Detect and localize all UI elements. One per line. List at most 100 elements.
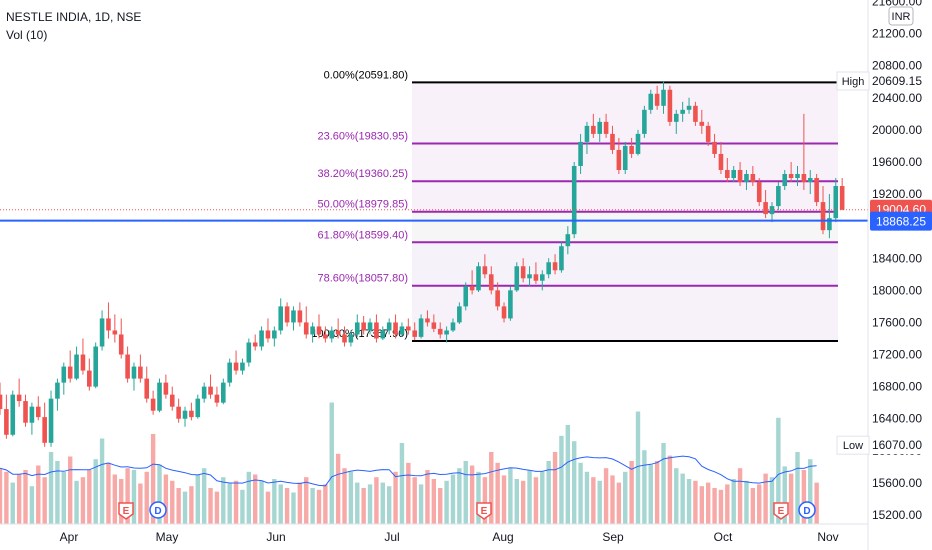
volume-bar bbox=[99, 438, 105, 524]
candle bbox=[163, 374, 169, 399]
candle-body bbox=[616, 149, 622, 170]
candle-body bbox=[55, 382, 60, 399]
y-tick-label: 17600.00 bbox=[872, 315, 922, 329]
candle-body bbox=[603, 121, 609, 134]
candle-body bbox=[437, 328, 443, 335]
candle-body bbox=[138, 366, 143, 379]
candle bbox=[227, 358, 232, 387]
fib-label: 38.20%(19360.25) bbox=[317, 168, 408, 180]
volume-bar bbox=[240, 489, 245, 524]
volume-bar bbox=[572, 441, 577, 524]
candle-body bbox=[16, 394, 22, 402]
volume-bar bbox=[693, 480, 698, 524]
candle bbox=[150, 390, 156, 415]
volume-bar bbox=[584, 471, 590, 524]
candle-body bbox=[756, 182, 762, 203]
candle-body bbox=[795, 174, 800, 179]
volume-bar bbox=[476, 471, 481, 524]
candle bbox=[763, 190, 768, 219]
volume-bar bbox=[699, 486, 704, 524]
candle bbox=[221, 378, 226, 405]
candle bbox=[240, 358, 245, 375]
volume-bar bbox=[201, 468, 207, 524]
candle bbox=[756, 178, 762, 207]
candle-body bbox=[272, 330, 277, 339]
volume-bar bbox=[418, 484, 424, 524]
candle bbox=[622, 141, 628, 175]
candle bbox=[635, 129, 641, 156]
candle bbox=[476, 262, 481, 292]
volume-bar bbox=[36, 465, 41, 524]
candle bbox=[501, 302, 507, 323]
candle-body bbox=[246, 342, 252, 363]
candle bbox=[801, 113, 807, 191]
candle-body bbox=[176, 406, 181, 419]
y-axis[interactable]: 21600.00 21200.00 20800.00 20400.00 20000.00… bbox=[872, 0, 922, 522]
volume-bar bbox=[150, 434, 156, 524]
candle bbox=[0, 382, 3, 415]
volume-bar bbox=[533, 477, 539, 524]
y-tick-label: 16800.00 bbox=[872, 380, 922, 394]
candle bbox=[495, 282, 500, 311]
volume-bar bbox=[272, 479, 277, 524]
candle-body bbox=[163, 382, 169, 395]
candle bbox=[367, 318, 373, 335]
fib-label: 0.00%(20591.80) bbox=[324, 69, 408, 81]
candle bbox=[744, 169, 749, 191]
candle-body bbox=[801, 174, 807, 183]
high-label: High bbox=[842, 76, 865, 88]
candle-body bbox=[348, 334, 354, 343]
candle-body bbox=[559, 246, 564, 271]
volume-bar bbox=[214, 491, 220, 524]
candle bbox=[642, 105, 647, 138]
candle bbox=[214, 386, 220, 407]
candle-body bbox=[718, 153, 724, 170]
volume-bar bbox=[80, 477, 86, 524]
candle bbox=[450, 318, 456, 333]
x-tick-label: Nov bbox=[817, 530, 838, 544]
volume-bar bbox=[431, 479, 437, 524]
volume-bar bbox=[221, 477, 226, 524]
x-axis[interactable]: Apr May Jun Jul Aug Sep Oct Nov bbox=[60, 530, 839, 544]
candle-body bbox=[501, 306, 507, 319]
candle bbox=[546, 258, 551, 279]
candle bbox=[610, 125, 615, 154]
candle-body bbox=[546, 262, 551, 275]
candle-body bbox=[393, 322, 398, 335]
candle bbox=[431, 314, 437, 333]
candle-body bbox=[316, 326, 322, 335]
candle bbox=[144, 366, 150, 403]
volume-bar bbox=[189, 486, 194, 524]
candle bbox=[571, 161, 577, 239]
candle-body bbox=[552, 262, 558, 271]
candle bbox=[463, 282, 469, 311]
volume-bar bbox=[119, 479, 124, 524]
candle-body bbox=[61, 366, 67, 383]
candle-body bbox=[144, 378, 150, 399]
volume-bar bbox=[138, 483, 143, 524]
volume-bar bbox=[438, 488, 443, 524]
candle-body bbox=[820, 202, 826, 231]
candle bbox=[361, 316, 366, 335]
candle-body bbox=[571, 165, 577, 235]
fib-label: 50.00%(18979.85) bbox=[317, 199, 408, 211]
volume-bar bbox=[603, 468, 609, 524]
volume-bar bbox=[495, 462, 500, 524]
volume-bar bbox=[444, 480, 449, 524]
candle-body bbox=[482, 266, 488, 275]
candle bbox=[265, 318, 271, 343]
candle-body bbox=[476, 266, 481, 291]
candle-body bbox=[457, 306, 462, 323]
candle-body bbox=[635, 133, 641, 154]
candle-body bbox=[157, 382, 162, 411]
volume-bar bbox=[450, 474, 456, 524]
candle-body bbox=[74, 354, 79, 379]
volume-bar bbox=[10, 482, 15, 524]
candle-body bbox=[712, 141, 717, 154]
event-label: E bbox=[123, 506, 130, 517]
candle-body bbox=[367, 322, 373, 331]
currency-badge-text: INR bbox=[892, 11, 911, 23]
volume-bar bbox=[4, 471, 9, 524]
candle-body bbox=[259, 330, 264, 347]
